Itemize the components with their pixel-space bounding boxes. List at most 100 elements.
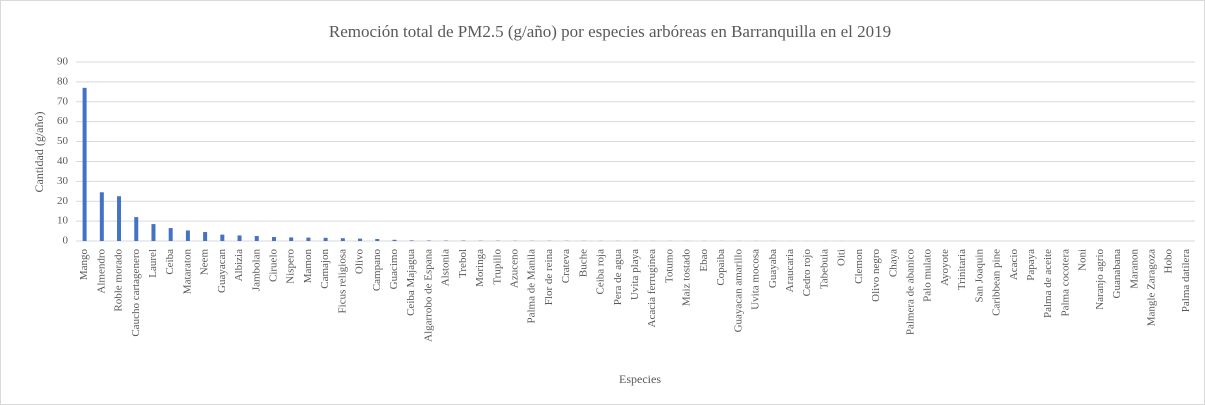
x-tick-label: Acacio (1008, 249, 1020, 281)
bar (340, 238, 345, 241)
x-tick-label: Noni (1077, 249, 1089, 271)
x-tick-label: Caucho cartagenero (130, 249, 142, 337)
x-tick-label: Maiz tostado (681, 249, 693, 307)
x-axis-label: Especies (619, 372, 661, 386)
x-tick-label: Clemon (853, 249, 865, 284)
x-tick-label: Buche (577, 249, 589, 277)
x-tick-label: Copaiba (715, 249, 727, 286)
bar (392, 239, 397, 241)
x-tick-label: Campano (371, 249, 383, 292)
x-tick-label: Palmera de abanico (904, 249, 916, 336)
x-tick-label: Guanabana (1111, 249, 1123, 299)
x-tick-label: Palo mulato (922, 249, 934, 302)
bar (409, 240, 414, 241)
y-tick-label: 20 (57, 195, 69, 207)
x-tick-label: Cedro rojo (801, 249, 813, 297)
x-tick-label: Caribbean pine (991, 249, 1003, 316)
x-tick-label: Ebao (698, 249, 710, 272)
x-tick-label: Palma de Manila (526, 249, 538, 324)
bar (323, 237, 328, 241)
x-tick-label: Guayacan amarillo (732, 249, 744, 333)
x-tick-label: Alstonia (440, 249, 452, 286)
x-tick-label: Mango (78, 249, 90, 281)
y-tick-label: 50 (57, 135, 69, 147)
x-tick-label: Trinitaria (956, 249, 968, 290)
x-tick-label: Mamon (302, 249, 314, 284)
x-tick-label: Uvita playa (629, 249, 641, 300)
x-tick-label: Laurel (147, 249, 159, 278)
x-tick-label: Palma datilera (1180, 249, 1192, 312)
x-tick-label: Olivo negro (870, 249, 882, 302)
x-tick-label: Uvita mocosa (750, 249, 762, 310)
x-tick-label: Acacia ferruginea (646, 249, 658, 328)
x-tick-label: Totumo (663, 249, 675, 284)
y-tick-label: 80 (57, 75, 69, 87)
bar (151, 224, 156, 241)
x-tick-label: Camajon (319, 249, 331, 289)
bar (203, 232, 208, 241)
bar (185, 230, 190, 241)
y-tick-label: 90 (57, 56, 69, 68)
bar (289, 237, 294, 241)
bar (375, 239, 380, 241)
x-tick-label: Neem (199, 249, 211, 276)
x-tick-label: Moringa (474, 249, 486, 287)
x-tick-label: Palma cocotera (1059, 249, 1071, 317)
x-tick-label: Maranon (1128, 249, 1140, 289)
x-tick-label: Tabebuia (818, 249, 830, 289)
y-tick-label: 30 (57, 175, 69, 187)
x-tick-label: Ceiba Majagua (405, 249, 417, 316)
x-tick-label: Olivo (354, 249, 366, 275)
x-tick-label: Guayaba (767, 249, 779, 288)
x-tick-label: Flor de reina (543, 249, 555, 305)
x-tick-label: Azuceno (509, 249, 521, 289)
x-tick-label: San Joaquin (973, 249, 985, 303)
x-tick-label: Jambolan (250, 249, 262, 292)
bar (99, 192, 104, 241)
y-tick-label: 70 (57, 95, 69, 107)
y-tick-label: 60 (57, 115, 69, 127)
x-tick-label: Araucaria (784, 249, 796, 292)
x-tick-label: Crateva (560, 249, 572, 283)
x-tick-label: Ficus religiosa (336, 249, 348, 314)
x-tick-label: Naranjo agrio (1094, 249, 1106, 310)
x-tick-label: Algarrobo de Espana (422, 249, 434, 342)
bar (254, 236, 259, 241)
x-tick-label: Almendro (95, 249, 107, 294)
bar (271, 237, 276, 241)
chart-title: Remoción total de PM2.5 (g/año) por espe… (329, 22, 891, 41)
x-tick-label: Ciruelo (268, 249, 280, 282)
x-tick-label: Chaya (887, 249, 899, 277)
x-tick-label: Guacimo (388, 249, 400, 290)
x-tick-label: Papaya (1025, 249, 1037, 281)
x-tick-label: Trebol (457, 249, 469, 278)
bar (117, 196, 122, 241)
bar (134, 217, 139, 241)
bar (168, 228, 173, 241)
y-tick-label: 0 (63, 235, 69, 247)
y-tick-label: 10 (57, 215, 69, 227)
bar (237, 235, 242, 241)
x-tick-label: Trupillo (491, 249, 503, 285)
bar (358, 238, 363, 241)
x-tick-label: Ceiba roja (595, 249, 607, 295)
x-tick-label: Mangle Zaragoza (1145, 249, 1157, 326)
x-tick-label: Roble morado (113, 249, 125, 312)
x-tick-label: Palma de aceite (1042, 249, 1054, 318)
y-axis-label: Cantidad (g/año) (32, 112, 46, 193)
x-tick-label: Albizia (233, 249, 245, 281)
x-tick-label: Ceiba (164, 249, 176, 275)
x-tick-label: Hobo (1163, 249, 1175, 274)
bar (220, 234, 225, 241)
bar (82, 87, 87, 241)
bar (306, 237, 311, 241)
x-tick-label: Ayoyote (939, 249, 951, 286)
x-tick-label: Oiti (836, 249, 848, 266)
x-tick-label: Nispero (285, 249, 297, 284)
y-tick-label: 40 (57, 155, 69, 167)
x-tick-label: Mataraton (181, 249, 193, 295)
x-tick-label: Guayacan (216, 249, 228, 293)
x-tick-label: Pera de agua (612, 249, 624, 305)
